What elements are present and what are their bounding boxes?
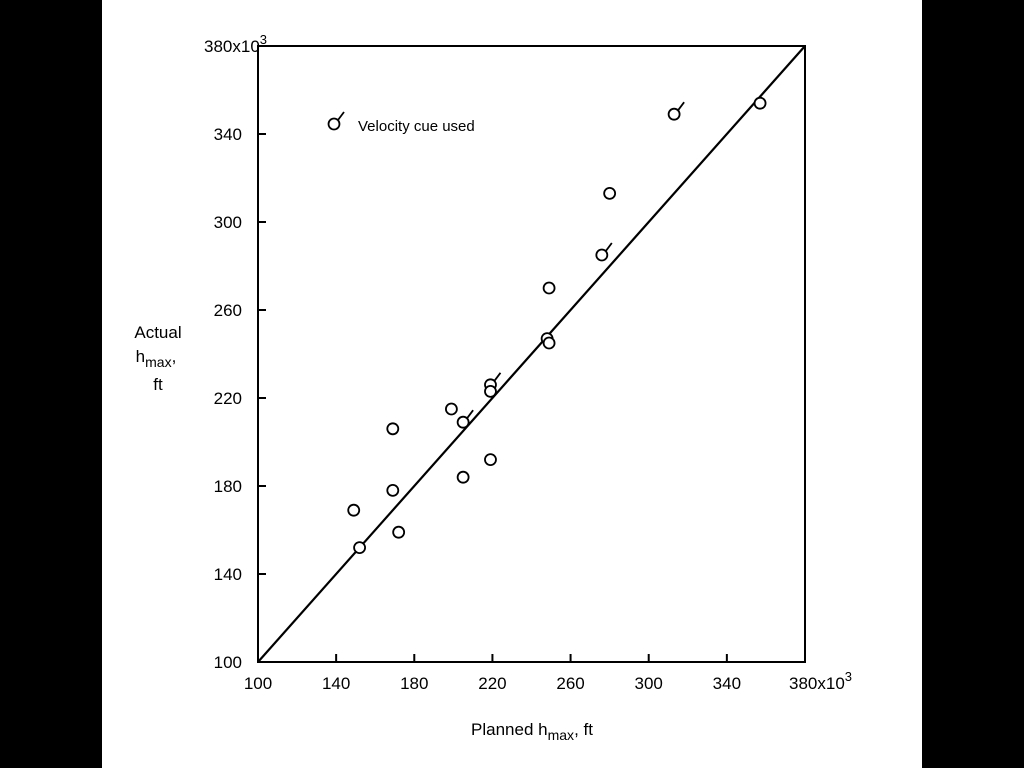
data-point-velocity-cue [456,409,474,429]
velocity-cue-tail [466,409,474,419]
data-point [542,336,556,350]
x-tick-label: 300 [635,674,663,693]
velocity-cue-tail [493,372,502,382]
point-marker [456,470,470,484]
data-point [386,483,400,497]
data-point-velocity-cue [595,242,613,262]
data-point [456,470,470,484]
point-marker [392,525,406,539]
y-axis-label-line3: ft [153,375,163,394]
point-marker [542,336,556,350]
point-marker [603,186,617,200]
data-point [603,186,617,200]
data-point [353,541,366,554]
point-marker [542,281,556,295]
x-tick-label: 140 [322,674,350,693]
legend-label: Velocity cue used [358,118,475,135]
point-marker [667,107,681,121]
y-tick-label: 260 [214,301,242,320]
x-tick-label: 180 [400,674,428,693]
data-point [484,384,497,398]
point-marker [347,503,361,517]
y-tick-label: 100 [214,653,242,672]
data-point-velocity-cue [667,101,685,121]
x-axis-label: Planned hmax, ft [471,720,593,743]
data-point [445,402,458,416]
y-axis-label-line1: Actual [134,323,181,342]
data-point [542,281,556,295]
x-tick-label: 100 [244,674,272,693]
x-tick-label: 340 [713,674,741,693]
y-axis-label-line2: hmax, [136,347,177,370]
point-marker [353,541,366,554]
point-marker [753,96,767,110]
point-marker [484,453,497,467]
data-point [347,503,361,517]
point-marker [445,402,458,416]
plot-frame [257,45,806,663]
y-tick-label: 180 [214,477,242,496]
data-point [392,525,406,539]
data-point [386,422,400,436]
y-tick-label: 220 [214,389,242,408]
legend: Velocity cue used [327,111,475,135]
x-tick-label: 380x103 [789,669,852,693]
data-point [753,96,767,110]
scatter-chart: 100 140 180 220 260 300 340 380x103 100 140 180 220… [134,32,852,743]
data-point [484,453,497,467]
chart-ticks: 100 140 180 220 260 300 340 380x103 100 140 180 220… [204,32,852,693]
velocity-cue-tail [677,101,685,111]
point-marker [456,415,470,429]
y-tick-label: 300 [214,213,242,232]
y-tick-label: 140 [214,565,242,584]
x-tick-label: 260 [556,674,584,693]
data-points [347,96,767,554]
reference-line-group [257,45,806,663]
x-tick-label: 220 [478,674,506,693]
x-tick-exponent: 3 [845,669,852,684]
legend-marker [327,117,341,131]
point-marker [484,384,497,398]
y-tick-exponent: 3 [260,32,267,47]
reference-line [257,45,806,663]
axis-labels: Planned hmax, ft Actual hmax, ft [134,323,593,743]
y-tick-label: 380x103 [204,32,267,56]
legend-marker-tail [337,111,345,121]
figure-page: 100 140 180 220 260 300 340 380x103 100 140 180 220… [102,0,922,768]
point-marker [386,422,400,436]
point-marker [595,248,609,262]
chart-axes [257,45,806,663]
velocity-cue-tail [605,242,613,252]
point-marker [386,483,400,497]
y-tick-label: 340 [214,125,242,144]
